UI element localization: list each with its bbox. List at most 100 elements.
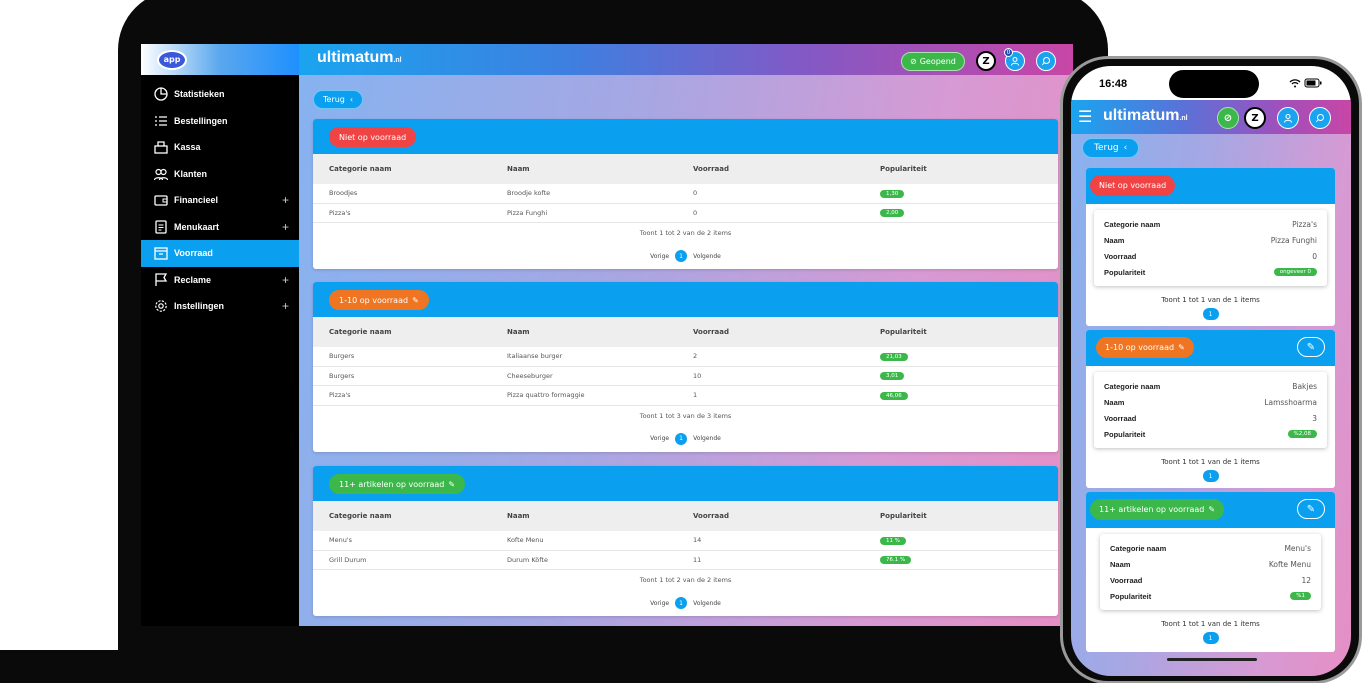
notification-badge: 0 — [1004, 48, 1013, 57]
table-row[interactable]: Broodjes Broodje kofte 0 1,30 — [313, 184, 1058, 204]
sidebar-item-menukaart[interactable]: Menukaart + — [141, 214, 299, 241]
pie-chart-icon — [153, 87, 168, 102]
phone-search-icon[interactable] — [1309, 107, 1331, 129]
column-popularity[interactable]: Populariteit — [880, 512, 927, 520]
column-popularity[interactable]: Populariteit — [880, 328, 927, 336]
pencil-icon: ✎ — [448, 479, 456, 489]
column-stock[interactable]: Voorraad — [693, 165, 730, 173]
column-name[interactable]: Naam — [507, 165, 530, 173]
cell-category: Grill Durum — [329, 555, 367, 564]
phone-brand-logo[interactable]: ultimatum.nl — [1103, 107, 1188, 125]
sidebar-item-statistieken[interactable]: Statistieken — [141, 81, 299, 108]
pager-page-button[interactable]: 1 — [675, 250, 688, 262]
cell-stock: 2 — [693, 352, 698, 361]
table-row[interactable]: Menu's Kofte Menu 14 11 % — [313, 531, 1058, 551]
pager-page-button[interactable]: 1 — [675, 432, 688, 445]
pager-page-button[interactable]: 1 — [1202, 632, 1219, 644]
phone-status-open-icon[interactable]: ⊘ — [1217, 107, 1239, 129]
expand-plus-icon[interactable]: + — [281, 299, 289, 313]
item-detail-box[interactable]: Categorie naam Menu's Naam Kofte Menu Voor… — [1100, 534, 1321, 610]
column-name[interactable]: Naam — [507, 328, 530, 336]
cell-stock: 11 — [693, 555, 702, 564]
sidebar-nav: Statistieken Bestellingen Kassa Klanten … — [141, 75, 299, 320]
pager-prev-button[interactable]: Vorige — [650, 599, 670, 607]
card-header: 11+ artikelen op voorraad ✎ — [313, 466, 1058, 501]
sidebar-item-instellingen[interactable]: Instellingen + — [141, 293, 299, 320]
edit-button[interactable]: ✎ — [1297, 337, 1325, 357]
pager-prev-button[interactable]: Vorige — [650, 435, 670, 442]
card-header: Niet op voorraad — [1086, 168, 1335, 204]
sidebar-item-klanten[interactable]: Klanten — [141, 161, 299, 188]
table-row[interactable]: Pizza's Pizza quattro formaggie 1 46,06 — [313, 386, 1058, 406]
sidebar-item-reclame[interactable]: Reclame + — [141, 267, 299, 294]
edit-button[interactable]: ✎ — [1297, 499, 1325, 519]
label-stock: Voorraad — [1110, 575, 1143, 585]
card-header: 1-10 op voorraad ✎ ✎ — [1086, 330, 1335, 366]
phone-z-button[interactable]: Z — [1244, 107, 1266, 129]
gear-icon — [153, 299, 168, 314]
column-stock[interactable]: Voorraad — [693, 328, 730, 336]
value-name: Lamsshoarma — [1264, 397, 1317, 407]
pager-page-button[interactable]: 1 — [1202, 470, 1219, 482]
app-logo[interactable]: app — [157, 49, 187, 70]
column-name[interactable]: Naam — [507, 512, 530, 520]
column-category[interactable]: Categorie naam — [329, 328, 392, 336]
expand-plus-icon[interactable]: + — [281, 272, 289, 287]
table-row[interactable]: Grill Durum Durum Köfte 11 76.1 % — [313, 551, 1058, 570]
phone-time: 16:48 — [1099, 78, 1128, 90]
chevron-left-icon: ‹ — [1123, 143, 1128, 153]
label-stock: Voorraad — [1104, 413, 1137, 423]
value-category: Pizza's — [1292, 219, 1317, 229]
column-category[interactable]: Categorie naam — [329, 165, 392, 173]
sidebar-item-label: Financieel — [174, 195, 219, 206]
stock-card-low: 1-10 op voorraad ✎ Categorie naam Naam Vo… — [313, 282, 1058, 452]
back-button[interactable]: Terug ‹ — [313, 90, 364, 109]
status-open-button[interactable]: ⊘ Geopend — [901, 52, 965, 71]
item-detail-box[interactable]: Categorie naam Bakjes Naam Lamsshoarma Voo… — [1094, 372, 1327, 448]
label-name: Naam — [1104, 397, 1125, 407]
cell-name: Durum Köfte — [507, 555, 548, 564]
pager-next-button[interactable]: Volgende — [693, 252, 721, 260]
hamburger-menu-icon[interactable]: ☰ — [1078, 107, 1093, 126]
sidebar-item-bestellingen[interactable]: Bestellingen — [141, 108, 299, 135]
pager-next-button[interactable]: Volgende — [693, 435, 721, 442]
table-row[interactable]: Pizza's Pizza Funghi 0 2,00 — [313, 204, 1058, 223]
search-icon[interactable] — [1036, 51, 1056, 71]
cell-name: Pizza Funghi — [507, 208, 548, 217]
label-name: Naam — [1104, 235, 1125, 245]
cell-name: Broodje kofte — [507, 189, 551, 198]
brand-logo[interactable]: ultimatum.nl — [317, 49, 402, 67]
expand-plus-icon[interactable]: + — [281, 219, 289, 234]
sidebar-item-financieel[interactable]: Financieel + — [141, 187, 299, 214]
pager-next-button[interactable]: Volgende — [693, 599, 721, 607]
home-indicator[interactable] — [1167, 658, 1257, 661]
section-title-badge[interactable]: 11+ artikelen op voorraad ✎ — [329, 474, 466, 494]
edit-icon: ✎ — [1306, 341, 1316, 353]
value-name: Kofte Menu — [1268, 559, 1311, 569]
pager-prev-button[interactable]: Vorige — [650, 252, 670, 260]
phone-back-button[interactable]: Terug ‹ — [1082, 138, 1140, 158]
phone-status-bar: 16:48 ■ — [1071, 66, 1351, 100]
pager-page-button[interactable]: 1 — [1202, 308, 1219, 320]
expand-plus-icon[interactable]: + — [281, 193, 289, 207]
sidebar-item-voorraad[interactable]: Voorraad — [141, 240, 299, 267]
column-popularity[interactable]: Populariteit — [880, 165, 927, 173]
sidebar-item-kassa[interactable]: Kassa — [141, 134, 299, 161]
table-row[interactable]: Burgers Cheeseburger 10 3,01 — [313, 367, 1058, 386]
phone-user-icon[interactable] — [1277, 107, 1299, 129]
users-icon — [153, 166, 168, 181]
column-stock[interactable]: Voorraad — [693, 512, 730, 520]
z-button[interactable]: Z — [976, 51, 996, 71]
section-title-badge[interactable]: 1-10 op voorraad ✎ — [329, 290, 429, 310]
popularity-badge: 46,06 — [880, 391, 908, 400]
document-icon — [153, 219, 168, 234]
cell-category: Broodjes — [329, 189, 358, 198]
column-category[interactable]: Categorie naam — [329, 512, 392, 520]
pager-page-button[interactable]: 1 — [675, 597, 688, 609]
section-title-badge[interactable]: 1-10 op voorraad ✎ — [1096, 337, 1194, 358]
table-row[interactable]: Burgers Italiaanse burger 2 21,03 — [313, 347, 1058, 367]
item-detail-box[interactable]: Categorie naam Pizza's Naam Pizza Funghi V… — [1094, 210, 1327, 286]
section-title-badge[interactable]: 11+ artikelen op voorraad ✎ — [1090, 499, 1225, 520]
sidebar-item-label: Reclame — [174, 274, 212, 285]
